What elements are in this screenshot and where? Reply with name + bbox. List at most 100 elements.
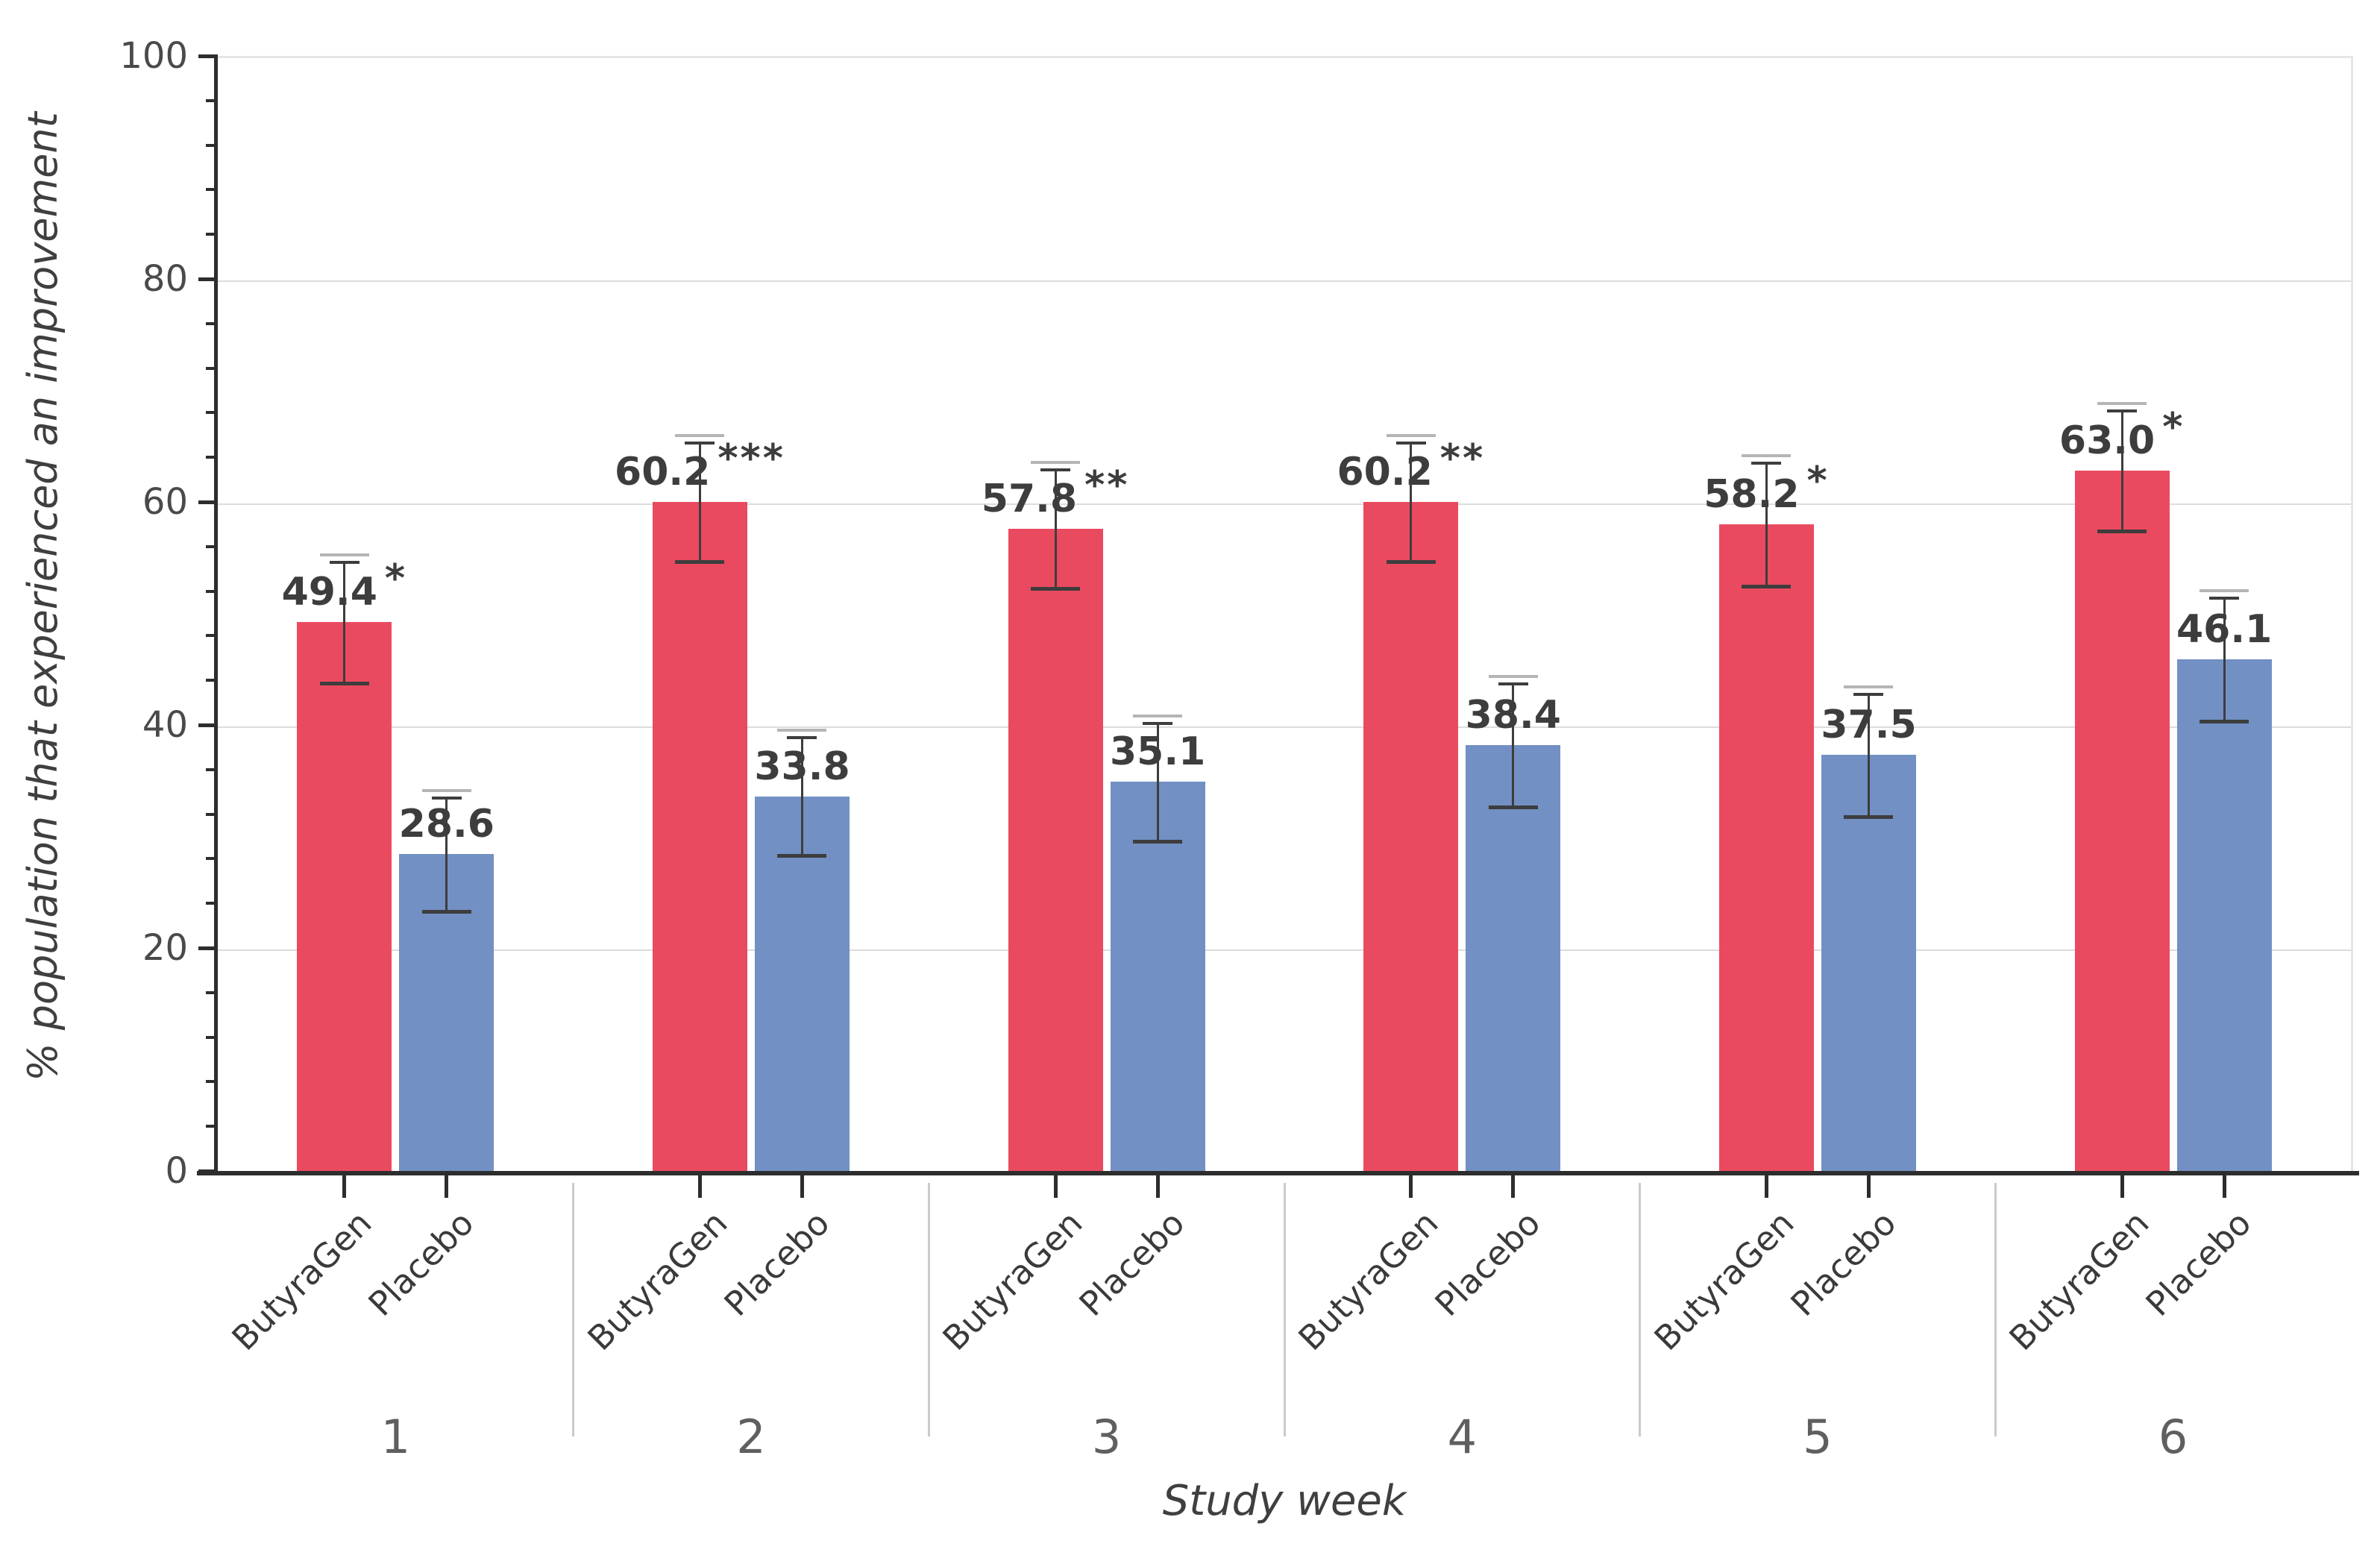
y-minor-tick	[206, 233, 218, 236]
y-major-tick	[198, 723, 218, 727]
y-minor-tick	[206, 321, 218, 325]
error-bar-upper-cap	[1395, 442, 1426, 445]
error-bar-lower-cap	[2200, 719, 2249, 723]
week-group-4: 60.2 ** 38.4	[1284, 58, 1640, 1173]
error-bar-upper-cap	[1040, 468, 1071, 472]
error-bar-line	[1512, 682, 1515, 808]
week-number-label: 3	[1091, 1410, 1122, 1464]
y-minor-tick	[206, 456, 218, 459]
error-bar-upper-cap	[787, 735, 817, 739]
value-number: 60.2	[1337, 450, 1433, 495]
error-bar-lower-cap	[1031, 586, 1081, 591]
group-separator	[1994, 1183, 1997, 1436]
y-minor-tick	[206, 98, 218, 102]
x-bar-label: ButyraGen	[935, 1203, 1090, 1358]
value-number: 63.0	[2059, 418, 2155, 464]
y-minor-tick	[206, 366, 218, 370]
bar-butyragen	[652, 502, 747, 1173]
value-number: 57.8	[981, 476, 1078, 521]
error-bar-lower-cap	[1742, 584, 1792, 588]
value-label: 28.6	[399, 805, 494, 844]
x-tick	[1511, 1175, 1516, 1198]
error-bar-lower-cap	[777, 854, 827, 858]
value-label: 33.8	[754, 747, 850, 786]
error-bar-lower-cap	[675, 559, 725, 564]
error-bar-upper-cap-light	[1133, 714, 1183, 717]
bar-butyragen	[1363, 502, 1459, 1173]
bar-butyragen	[1008, 528, 1103, 1173]
error-bar-lower-cap	[319, 681, 369, 685]
x-bar-label: Placebo	[2138, 1203, 2259, 1324]
error-bar-lower-cap	[2097, 530, 2147, 534]
x-bar-label: ButyraGen	[224, 1203, 380, 1358]
significance-asterisks: ***	[718, 436, 785, 482]
x-tick	[2120, 1175, 2124, 1198]
x-bar-label: ButyraGen	[1290, 1203, 1446, 1358]
error-bar-lower-cap	[1386, 559, 1436, 564]
y-major-tick	[198, 1169, 218, 1173]
error-bar-lower-cap	[1133, 840, 1183, 844]
error-bar-upper-cap-light	[675, 434, 725, 438]
value-label: 49.4 *	[282, 559, 408, 612]
group-separator	[1639, 1183, 1642, 1436]
x-bar-label: Placebo	[716, 1203, 838, 1324]
group-separator	[572, 1183, 575, 1436]
error-bar-upper-cap-light	[777, 728, 827, 732]
x-tick	[342, 1175, 347, 1198]
y-major-tick	[198, 946, 218, 950]
significance-asterisks: *	[384, 556, 408, 602]
error-bar-line	[800, 735, 803, 857]
value-label: 63.0 *	[2059, 408, 2185, 464]
error-bar-line	[698, 442, 701, 562]
significance-asterisks: *	[2162, 405, 2185, 450]
x-bar-label: ButyraGen	[2002, 1203, 2157, 1358]
week-number-label: 4	[1447, 1410, 1478, 1464]
y-major-tick	[198, 500, 218, 504]
y-minor-tick	[206, 767, 218, 771]
value-label: 37.5	[1821, 706, 1916, 744]
x-bar-label: Placebo	[360, 1203, 482, 1324]
week-number-label: 5	[1803, 1410, 1833, 1464]
value-label: 58.2 *	[1704, 462, 1830, 517]
error-bar-line	[2120, 409, 2123, 533]
error-bar-upper-cap	[1751, 462, 1782, 465]
error-bar-upper-cap	[431, 796, 462, 800]
error-bar-upper-cap	[329, 561, 359, 565]
y-minor-tick	[206, 143, 218, 147]
y-tick-label: 80	[142, 258, 188, 300]
y-minor-tick	[206, 589, 218, 593]
value-number: 46.1	[2176, 606, 2273, 652]
value-label: 46.1	[2176, 610, 2272, 649]
error-bar-lower-cap	[1488, 805, 1538, 809]
plot-panel: 49.4 * 28.6 60.2 *** 33.8 57.8 ** 35.1 60.2 ** 38.4…	[218, 56, 2353, 1173]
value-label: 60.2 **	[1337, 439, 1485, 495]
y-minor-tick	[206, 679, 218, 682]
y-minor-tick	[206, 188, 218, 192]
value-number: 58.2	[1704, 471, 1800, 517]
error-bar-line	[1867, 692, 1870, 818]
y-major-tick	[198, 54, 218, 58]
x-bar-label: Placebo	[1072, 1203, 1193, 1324]
significance-asterisks: *	[1806, 458, 1830, 503]
x-bar-label: Placebo	[1427, 1203, 1548, 1324]
value-label: 60.2 ***	[615, 439, 785, 492]
value-label: 38.4	[1466, 696, 1561, 735]
y-minor-tick	[206, 411, 218, 415]
value-number: 33.8	[754, 744, 850, 789]
error-bar-upper-cap-light	[1386, 434, 1436, 438]
week-group-2: 60.2 *** 33.8	[574, 58, 929, 1173]
bar-placebo	[2176, 659, 2272, 1173]
y-grid-line	[218, 503, 2351, 505]
x-bar-label: ButyraGen	[580, 1203, 735, 1358]
x-tick	[1053, 1175, 1058, 1198]
y-tick-label: 40	[142, 704, 188, 746]
week-group-1: 49.4 * 28.6	[218, 58, 574, 1173]
x-axis-line	[197, 1171, 2359, 1175]
bar-butyragen	[2074, 471, 2170, 1173]
value-number: 37.5	[1821, 703, 1917, 748]
y-tick-label: 0	[165, 1150, 188, 1192]
error-bar-upper-cap-light	[1031, 461, 1081, 465]
x-bar-label: ButyraGen	[1646, 1203, 1802, 1358]
y-tick-label: 20	[142, 927, 188, 969]
group-separator	[927, 1183, 930, 1436]
